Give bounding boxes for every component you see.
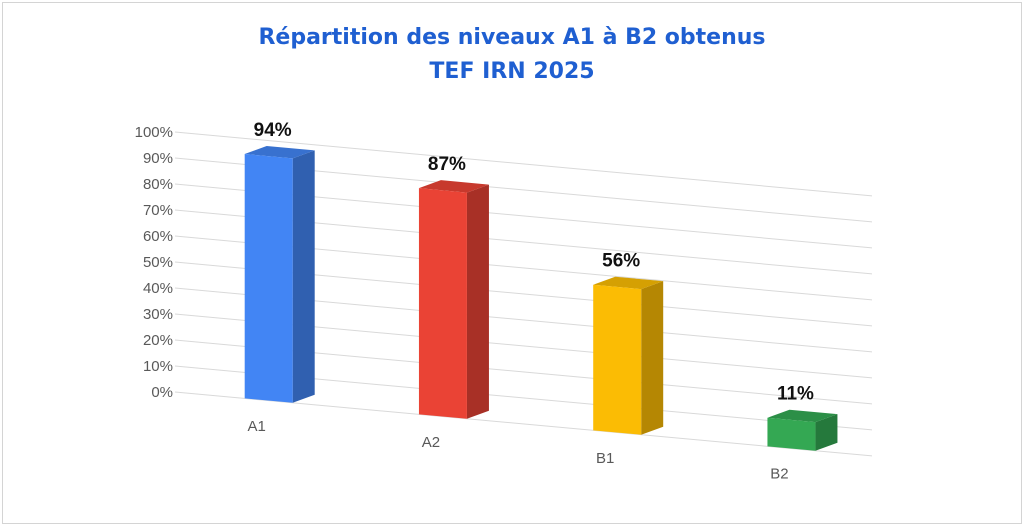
bar-side bbox=[815, 414, 838, 451]
x-tick-label: A2 bbox=[422, 434, 440, 451]
bar-top bbox=[767, 409, 838, 423]
y-axis-ticks: 0% 10% 20% 30% 40% 50% 60% 70% 80% 90% 100% bbox=[135, 124, 173, 401]
x-tick-label: A1 bbox=[248, 418, 266, 435]
bar-a2 bbox=[418, 188, 467, 419]
bar-side bbox=[292, 150, 315, 403]
data-labels: 94% 87% 56% 11% bbox=[254, 120, 814, 405]
x-axis-ticks: A1 A2 B1 B2 bbox=[248, 418, 789, 483]
y-tick-label: 0% bbox=[151, 384, 173, 401]
bar-b1 bbox=[593, 284, 642, 435]
y-tick-label: 40% bbox=[143, 280, 173, 297]
chart-subtitle: TEF IRN 2025 bbox=[429, 59, 595, 84]
y-tick-label: 10% bbox=[143, 358, 173, 375]
y-tick-label: 80% bbox=[143, 176, 173, 193]
y-tick-label: 50% bbox=[143, 254, 173, 271]
y-tick-label: 60% bbox=[143, 228, 173, 245]
bar-top bbox=[593, 276, 664, 290]
x-tick-label: B2 bbox=[770, 466, 788, 483]
gridline bbox=[174, 131, 873, 197]
chart-title-block: Répartition des niveaux A1 à B2 obtenus … bbox=[3, 21, 1021, 89]
chart-title: Répartition des niveaux A1 à B2 obtenus bbox=[258, 25, 766, 50]
data-label: 94% bbox=[254, 120, 292, 141]
data-label: 11% bbox=[777, 384, 814, 405]
bar-b2 bbox=[767, 417, 816, 451]
y-tick-label: 90% bbox=[143, 150, 173, 167]
bars bbox=[244, 145, 838, 451]
data-label: 87% bbox=[428, 154, 466, 175]
y-tick-label: 70% bbox=[143, 202, 173, 219]
bar-side bbox=[466, 184, 489, 419]
y-tick-label: 20% bbox=[143, 332, 173, 349]
bar-top bbox=[418, 180, 489, 193]
y-tick-label: 30% bbox=[143, 306, 173, 323]
x-tick-label: B1 bbox=[596, 450, 614, 467]
bar-top bbox=[244, 145, 315, 159]
bar-a1 bbox=[244, 153, 293, 403]
data-label: 56% bbox=[602, 251, 640, 272]
y-tick-label: 100% bbox=[135, 124, 173, 141]
bar-side bbox=[641, 281, 664, 435]
